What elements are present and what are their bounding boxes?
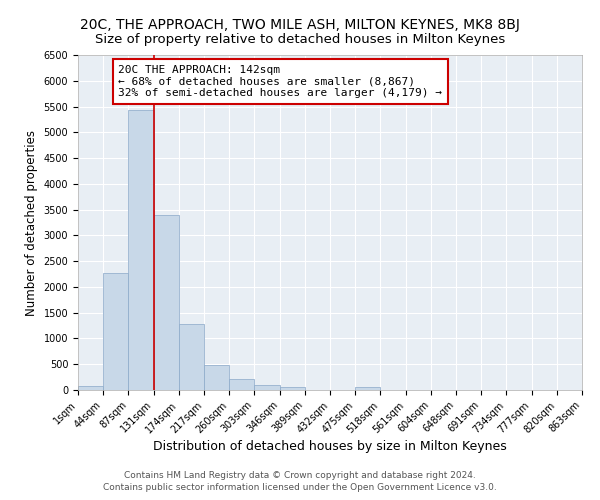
Bar xyxy=(254,386,280,390)
Text: 20C, THE APPROACH, TWO MILE ASH, MILTON KEYNES, MK8 8BJ: 20C, THE APPROACH, TWO MILE ASH, MILTON … xyxy=(80,18,520,32)
Bar xyxy=(179,324,204,390)
Bar xyxy=(280,388,305,390)
X-axis label: Distribution of detached houses by size in Milton Keynes: Distribution of detached houses by size … xyxy=(153,440,507,454)
Bar xyxy=(103,273,128,390)
Bar xyxy=(78,386,103,390)
Y-axis label: Number of detached properties: Number of detached properties xyxy=(25,130,38,316)
Bar xyxy=(154,216,179,390)
Bar xyxy=(229,380,254,390)
Text: 20C THE APPROACH: 142sqm
← 68% of detached houses are smaller (8,867)
32% of sem: 20C THE APPROACH: 142sqm ← 68% of detach… xyxy=(118,65,442,98)
Bar xyxy=(355,388,380,390)
Text: Size of property relative to detached houses in Milton Keynes: Size of property relative to detached ho… xyxy=(95,32,505,46)
Bar xyxy=(128,110,154,390)
Text: Contains HM Land Registry data © Crown copyright and database right 2024.
Contai: Contains HM Land Registry data © Crown c… xyxy=(103,471,497,492)
Bar xyxy=(204,366,229,390)
